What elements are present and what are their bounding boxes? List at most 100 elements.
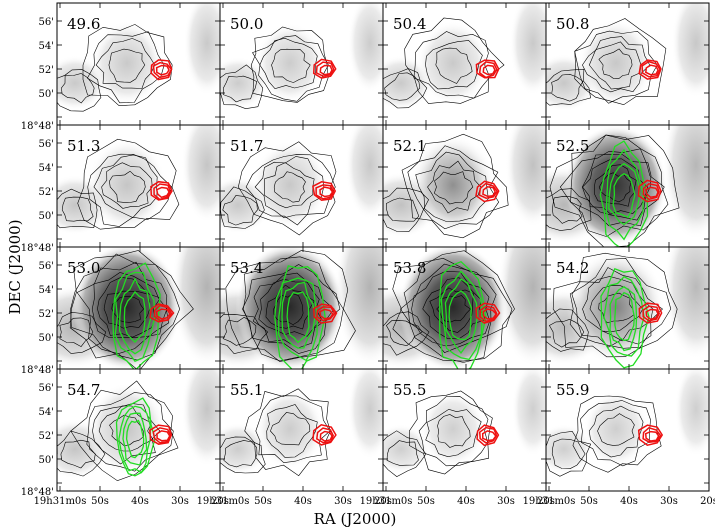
emission-contour (57, 69, 102, 112)
emission-contour (551, 73, 584, 102)
emission-contour (385, 197, 420, 222)
x-tick-label: 50s (91, 496, 109, 507)
velocity-label: 50.0 (230, 15, 263, 33)
emission-contour (433, 171, 474, 205)
channel-panel: 50.8 (545, 2, 710, 126)
emission-region (87, 383, 167, 475)
emission-contour (222, 195, 258, 226)
channel-panel: 50.4 (382, 2, 547, 126)
emission-contour (546, 68, 591, 106)
emission-region (383, 424, 430, 474)
green-contours (439, 260, 487, 369)
channel-panel: 54.7 (56, 368, 221, 492)
emission-contour (95, 38, 156, 89)
y-tick-label: 52' (39, 65, 54, 76)
emission-contour (384, 72, 421, 101)
emission-region (183, 3, 220, 96)
velocity-label: 52.5 (556, 137, 589, 155)
y-tick-label: 18°48' (21, 243, 54, 254)
emission-contour (407, 145, 500, 230)
red-reference-contours (475, 180, 500, 203)
emission-contour (61, 196, 94, 222)
velocity-label: 53.4 (230, 259, 263, 277)
red-reference-contours (150, 180, 173, 201)
emission-contour (569, 257, 672, 349)
emission-contour (582, 36, 651, 93)
emission-contour (77, 138, 180, 230)
x-tick-label: 19h31m0s (34, 496, 87, 507)
emission-contour (254, 156, 325, 219)
emission-region (91, 21, 163, 105)
y-tick-label: 18°48' (21, 121, 54, 132)
emission-region (512, 369, 546, 457)
y-tick-label: 54' (39, 407, 54, 418)
y-tick-label: 54' (39, 163, 54, 174)
velocity-label: 49.6 (67, 15, 100, 33)
emission-contour (57, 188, 98, 229)
channel-panel: 54.2 (545, 246, 710, 370)
channel-panel: 52.5 (545, 124, 710, 248)
red-reference-contours (476, 424, 500, 447)
emission-contour (429, 287, 474, 333)
y-tick-label: 52' (39, 187, 54, 198)
emission-region (345, 125, 383, 220)
emission-region (72, 247, 182, 369)
emission-contour (59, 317, 94, 347)
emission-contour (271, 48, 311, 83)
emission-contour (87, 153, 173, 227)
emission-contour (109, 414, 145, 447)
emission-region (171, 247, 220, 367)
emission-contour (549, 134, 680, 247)
y-tick-label: 56' (39, 383, 54, 394)
emission-contour (572, 395, 662, 473)
emission-contour (574, 18, 667, 106)
emission-region (497, 247, 546, 367)
emission-contour (220, 314, 269, 355)
green-contours (599, 140, 649, 247)
emission-contour (411, 270, 491, 347)
emission-contour (60, 439, 96, 469)
x-tick-label: 20s (537, 496, 555, 507)
y-tick-label: 18°48' (21, 487, 54, 498)
x-axis-label: RA (J2000) (314, 510, 397, 528)
x-tick-label: 40s (294, 496, 312, 507)
x-tick-label: 40s (131, 496, 149, 507)
emission-contour (383, 311, 430, 356)
channel-panel: 55.5 (382, 368, 547, 492)
red-reference-contours (638, 59, 662, 80)
velocity-label: 52.1 (393, 137, 426, 155)
emission-contour (244, 388, 331, 477)
x-tick-label: 19h31m0s (360, 496, 413, 507)
emission-region (578, 19, 654, 107)
red-reference-contours (312, 58, 337, 79)
channel-panel: 49.6 (56, 2, 221, 126)
emission-contour (546, 188, 592, 231)
green-contours (600, 267, 650, 369)
emission-contour (225, 250, 356, 362)
y-axis-label: DEC (J2000) (6, 219, 24, 314)
emission-contour (220, 436, 266, 474)
emission-region (87, 139, 167, 231)
emission-region (334, 247, 383, 367)
emission-contour (383, 68, 428, 109)
channel-panel: 53.4 (219, 246, 384, 370)
y-tick-label: 54' (39, 285, 54, 296)
emission-region (181, 125, 220, 223)
red-reference-contours (149, 424, 173, 445)
emission-contour (588, 41, 642, 90)
emission-contour (425, 40, 483, 90)
emission-contour (82, 24, 173, 107)
emission-contour (413, 31, 491, 99)
emission-contour (242, 256, 344, 362)
emission-contour (223, 440, 258, 468)
y-tick-label: 56' (39, 17, 54, 28)
emission-contour (255, 395, 331, 464)
emission-contour (259, 37, 318, 90)
emission-contour (552, 196, 583, 224)
y-tick-label: 18°48' (21, 365, 54, 376)
emission-contour (552, 252, 678, 358)
emission-contour (399, 263, 497, 353)
channel-panel: 50.0 (219, 2, 384, 126)
velocity-label: 53.0 (67, 259, 100, 277)
